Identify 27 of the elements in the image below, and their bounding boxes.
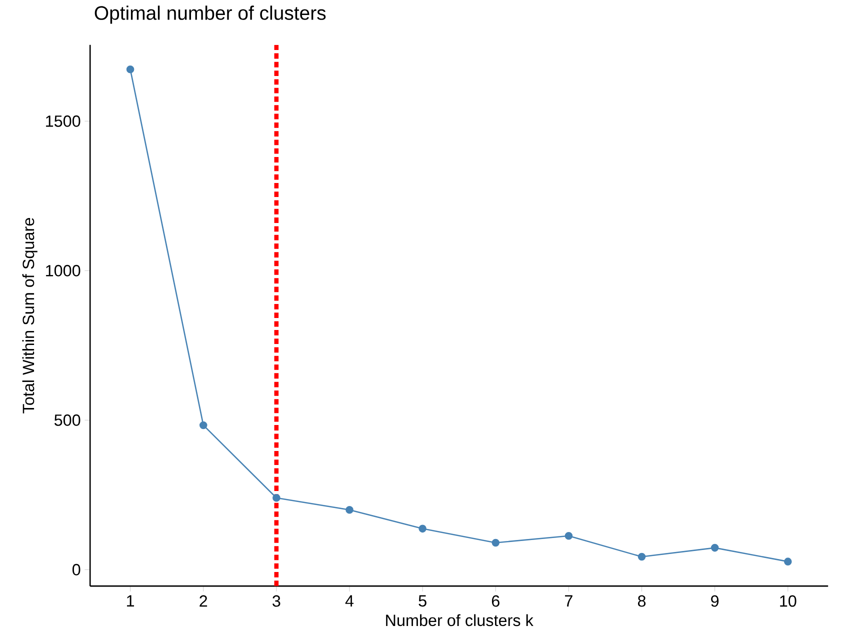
point <box>784 558 792 566</box>
y-axis-title: Total Within Sum of Square <box>22 218 38 414</box>
x-tick-label: 9 <box>711 595 719 607</box>
x-tick-label: 7 <box>565 595 572 606</box>
x-tick-label: 3 <box>272 595 280 607</box>
point <box>346 506 354 514</box>
x-tick-label: 2 <box>200 595 208 607</box>
point <box>418 524 426 532</box>
x-tick-label: 1 <box>127 595 134 606</box>
x-tick-label: 8 <box>638 595 646 607</box>
y-tick-label: 0 <box>72 564 80 576</box>
chart-title: Optimal number of clusters <box>94 6 326 24</box>
y-tick-label: 1500 <box>46 115 80 127</box>
point <box>272 494 280 502</box>
point <box>564 532 573 540</box>
point <box>126 65 134 74</box>
point <box>199 421 208 430</box>
point <box>638 552 646 561</box>
y-tick-label: 1000 <box>46 264 80 276</box>
x-tick-label: 5 <box>418 595 426 607</box>
x-tick-label: 4 <box>345 595 354 606</box>
point <box>492 538 500 547</box>
x-tick-label: 10 <box>780 595 796 607</box>
y-tick-label: 500 <box>54 414 80 426</box>
x-axis-title: Number of clusters k <box>386 614 534 626</box>
x-tick-label: 6 <box>492 595 500 607</box>
point <box>710 544 719 552</box>
